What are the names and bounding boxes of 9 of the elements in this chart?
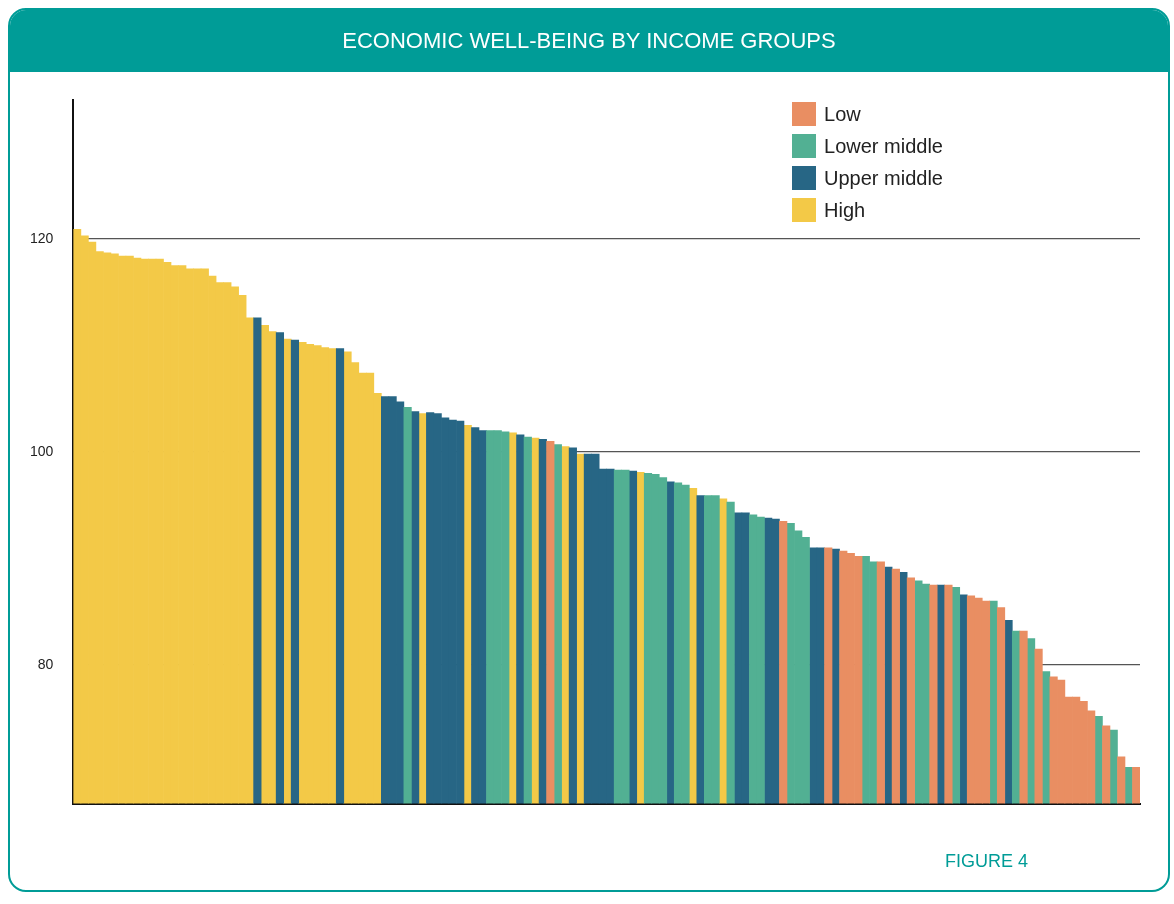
y-tick-label: 120 — [30, 229, 54, 246]
legend-label: Upper middle — [824, 166, 943, 190]
chart-title: ECONOMIC WELL-BEING BY INCOME GROUPS — [10, 10, 1168, 72]
y-tick-label: 100 — [30, 442, 54, 459]
legend-label: Lower middle — [824, 134, 943, 158]
y-tick-label: 80 — [37, 655, 54, 672]
legend-label: Low — [824, 102, 861, 126]
caption: FIGURE 4 — [944, 851, 1028, 872]
legend-label: High — [824, 198, 866, 222]
